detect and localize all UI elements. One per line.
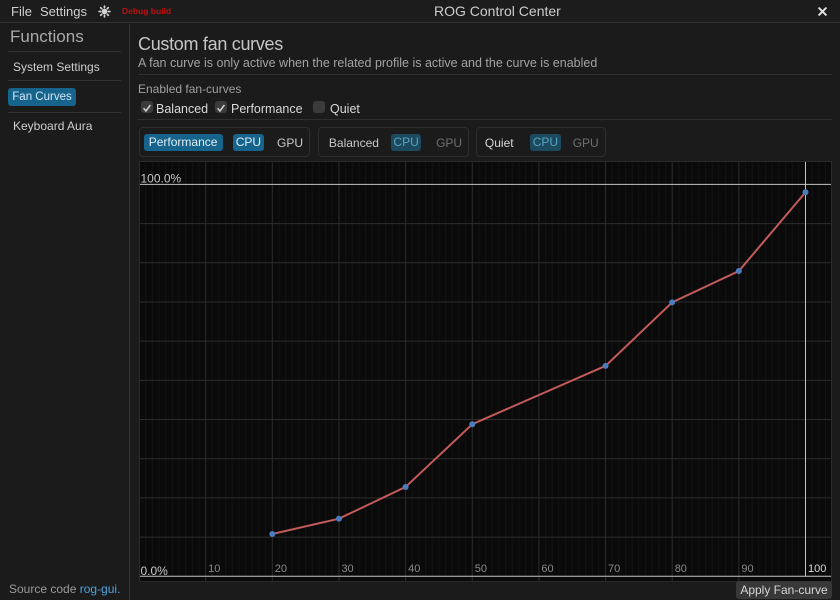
svg-text:60: 60 (541, 563, 553, 575)
svg-text:70: 70 (608, 563, 620, 575)
svg-text:0.0%: 0.0% (140, 564, 168, 578)
svg-text:30: 30 (341, 563, 353, 575)
svg-text:40: 40 (408, 563, 420, 575)
svg-text:50: 50 (474, 563, 486, 575)
svg-text:90: 90 (741, 563, 753, 575)
svg-text:100.0%: 100.0% (140, 171, 181, 185)
svg-text:10: 10 (208, 563, 220, 575)
svg-text:80: 80 (674, 563, 686, 575)
svg-text:20: 20 (274, 563, 286, 575)
svg-text:100: 100 (808, 563, 826, 575)
